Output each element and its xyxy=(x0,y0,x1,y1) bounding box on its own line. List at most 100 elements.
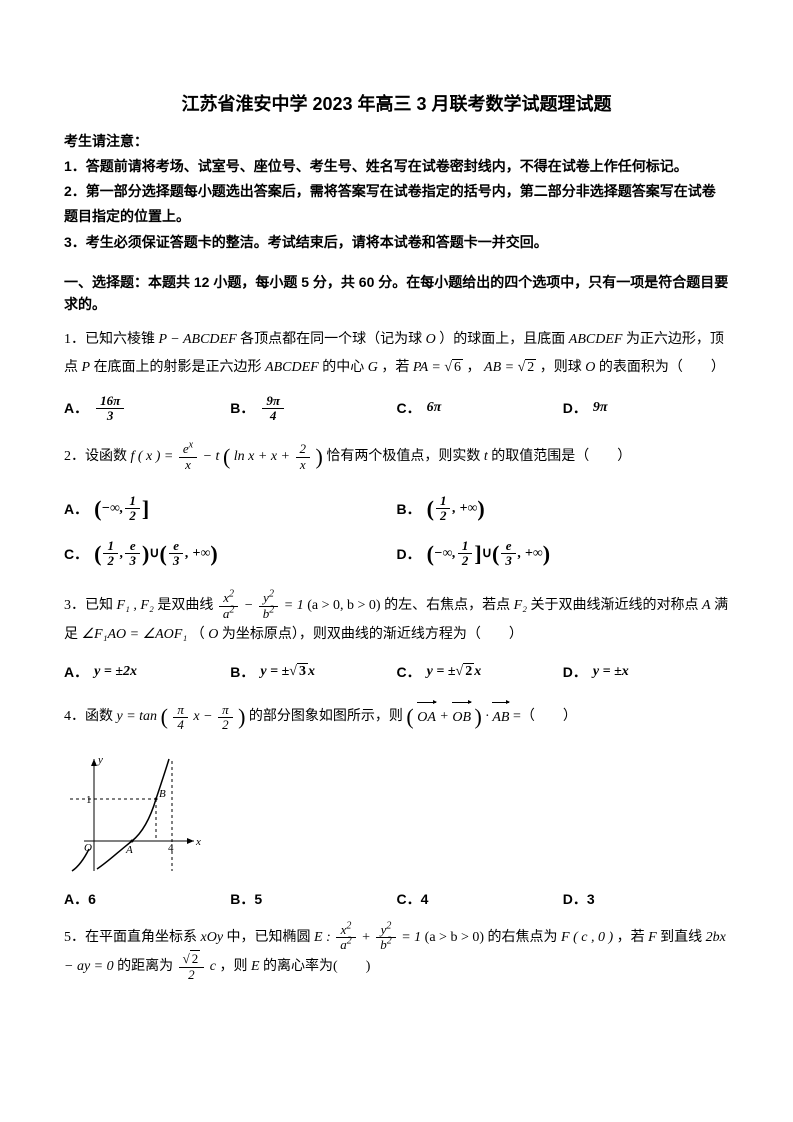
q5-plus: + xyxy=(361,930,374,945)
q1-opt-D: D．9π xyxy=(563,394,729,424)
svg-text:x: x xyxy=(195,836,201,848)
q5-F: F xyxy=(648,930,657,945)
q1-text: ， xyxy=(467,360,485,375)
q4-text: 的部分图象如图所示，则 xyxy=(249,710,407,725)
q5-Fc: F ( c , 0 ) xyxy=(561,930,613,945)
q1-options: A．16π3 B．9π4 C．6π D．9π xyxy=(64,394,729,424)
q4-ytan: y = tan xyxy=(117,710,158,725)
question-4: 4．函数 y = tan ( π4 x − π2 ) 的部分图象如图所示，则 (… xyxy=(64,695,729,739)
q3-eq1: = 1 xyxy=(284,599,304,614)
q4-opt-A: A．6 xyxy=(64,888,230,910)
notice-lead: 考生请注意： xyxy=(64,129,729,154)
q5-text: 的距离为 xyxy=(117,959,177,974)
q5-xoy: xOy xyxy=(201,930,224,945)
q3-F1: F₁ xyxy=(117,599,130,614)
q1-text: ）的球面上，且底面 xyxy=(439,332,569,347)
q4-pi4: π4 xyxy=(173,703,188,733)
section1-heading: 一、选择题：本题共 12 小题，每小题 5 分，共 60 分。在每小题给出的四个… xyxy=(64,271,729,316)
sqrt-6: 6 xyxy=(444,354,463,382)
q1-text: 1．已知六棱锥 xyxy=(64,332,159,347)
q1-opt-A: A．16π3 xyxy=(64,394,230,424)
q3-text: 的左、右焦点，若点 xyxy=(384,599,514,614)
q3-text: 是双曲线 xyxy=(157,599,217,614)
q1-text: 的表面积为（ ） xyxy=(599,360,725,375)
q4-x: x − xyxy=(193,710,216,725)
q4-opt-D: D．3 xyxy=(563,888,729,910)
question-5: 5．在平面直角坐标系 xOy 中，已知椭圆 E : x2a2 + y2b2 = … xyxy=(64,923,729,982)
q3-minus: − xyxy=(244,599,257,614)
q5-cond: (a > b > 0) xyxy=(425,930,484,945)
q2-t: t xyxy=(484,449,488,464)
svg-text:1: 1 xyxy=(86,794,92,806)
q4-pi2: π2 xyxy=(218,703,233,733)
q3-text: 关于双曲线渐近线的对称点 xyxy=(531,599,703,614)
q3-cond: (a > 0, b > 0) xyxy=(307,599,380,614)
q3-opt-B: B．y = ±3x xyxy=(230,661,396,683)
q1-text: ，则球 xyxy=(540,360,586,375)
q2-frac1: exx xyxy=(179,442,197,472)
question-1: 1．已知六棱锥 P − ABCDEF 各顶点都在同一个球（记为球 O ）的球面上… xyxy=(64,326,729,382)
left-paren: ( xyxy=(223,444,230,469)
q5-y2b2: y2b2 xyxy=(376,923,396,953)
q3-text: 为坐标原点），则双曲线的渐近线方程为（ ） xyxy=(222,627,523,642)
q5-E2: E xyxy=(251,959,260,974)
q1-text: ，若 xyxy=(381,360,413,375)
q3-F2: F₂ xyxy=(140,599,153,614)
q3-y2b2: y2b2 xyxy=(259,591,279,621)
q2-frac2: 2x xyxy=(296,442,311,472)
question-3: 3．已知 F₁ , F₂ 是双曲线 x2a2 − y2b2 = 1 (a > 0… xyxy=(64,591,729,649)
q1-math2: ABCDEF xyxy=(569,332,623,347)
q3-O: O xyxy=(208,627,218,642)
q2-opt-A: A． (−∞, 12] xyxy=(64,491,397,526)
q5-eq1: = 1 xyxy=(401,930,421,945)
q5-x2a2: x2a2 xyxy=(336,923,356,953)
q5-text: ，则 xyxy=(219,959,251,974)
notice-block: 考生请注意： 1．答题前请将考场、试室号、座位号、考生号、姓名写在试卷密封线内，… xyxy=(64,129,729,255)
q2-options: A． (−∞, 12] B． (12, +∞) C． (12, e3) ∪ (e… xyxy=(64,491,729,581)
q1-math1: P − ABCDEF xyxy=(159,332,237,347)
q3-F2b: F₂ xyxy=(514,599,527,614)
q4-text: =（ ） xyxy=(513,710,577,725)
q5-text: 的右焦点为 xyxy=(488,930,562,945)
q3-text: 3．已知 xyxy=(64,599,117,614)
q1-O: O xyxy=(426,332,436,347)
q5-c: c xyxy=(210,959,220,974)
q4-graph: x y O 1 4 A B xyxy=(64,751,729,876)
svg-text:B: B xyxy=(159,788,166,800)
q1-G: G xyxy=(368,360,378,375)
q1-AB: AB = xyxy=(484,360,514,375)
q2-opt-B: B． (12, +∞) xyxy=(397,491,730,526)
q5-text: 中，已知椭圆 xyxy=(227,930,315,945)
question-2: 2．设函数 f ( x ) = exx − t ( ln x + x + 2x … xyxy=(64,435,729,479)
q2-minus-t: − t xyxy=(203,449,223,464)
q5-text: 5．在平面直角坐标系 xyxy=(64,930,201,945)
q3-angle: ∠F₁AO = ∠AOF₁ xyxy=(82,627,188,642)
right-paren: ) xyxy=(238,704,245,729)
q1-text: 在底面上的射影是正六边形 xyxy=(94,360,266,375)
q5-dist: 22 xyxy=(179,952,205,982)
q1-text: 的中心 xyxy=(322,360,368,375)
q5-text: 到直线 xyxy=(660,930,706,945)
q4-options: A．6 B．5 C．4 D．3 xyxy=(64,888,729,910)
q3-opt-D: D．y = ±x xyxy=(563,661,729,683)
q2-text: 2．设函数 xyxy=(64,449,131,464)
q1-math3: ABCDEF xyxy=(265,360,319,375)
sqrt-2: 2 xyxy=(518,354,537,382)
q5-text: ，若 xyxy=(617,930,649,945)
svg-text:4: 4 xyxy=(168,842,174,854)
q3-opt-A: A．y = ±2x xyxy=(64,661,230,683)
notice-3: 3．考生必须保证答题卡的整洁。考试结束后，请将本试卷和答题卡一并交回。 xyxy=(64,230,729,255)
vec-OA: OA xyxy=(417,704,436,732)
q3-A: A xyxy=(702,599,711,614)
q2-text: 的取值范围是（ ） xyxy=(491,449,631,464)
q1-opt-C: C．6π xyxy=(397,394,563,424)
q4-opt-B: B．5 xyxy=(230,888,396,910)
q3-options: A．y = ±2x B．y = ±3x C．y = ±2x D．y = ±x xyxy=(64,661,729,683)
q2-text: 恰有两个极值点，则实数 xyxy=(326,449,484,464)
q2-inside: ln x + x + xyxy=(234,449,294,464)
q5-text: 的离心率为( ) xyxy=(263,959,370,974)
exam-title: 江苏省淮安中学 2023 年高三 3 月联考数学试题理试题 xyxy=(64,90,729,119)
q1-text: 各顶点都在同一个球（记为球 xyxy=(240,332,426,347)
tangent-curve-plot: x y O 1 4 A B xyxy=(64,751,204,876)
q2-fx: f ( x ) = xyxy=(131,449,174,464)
